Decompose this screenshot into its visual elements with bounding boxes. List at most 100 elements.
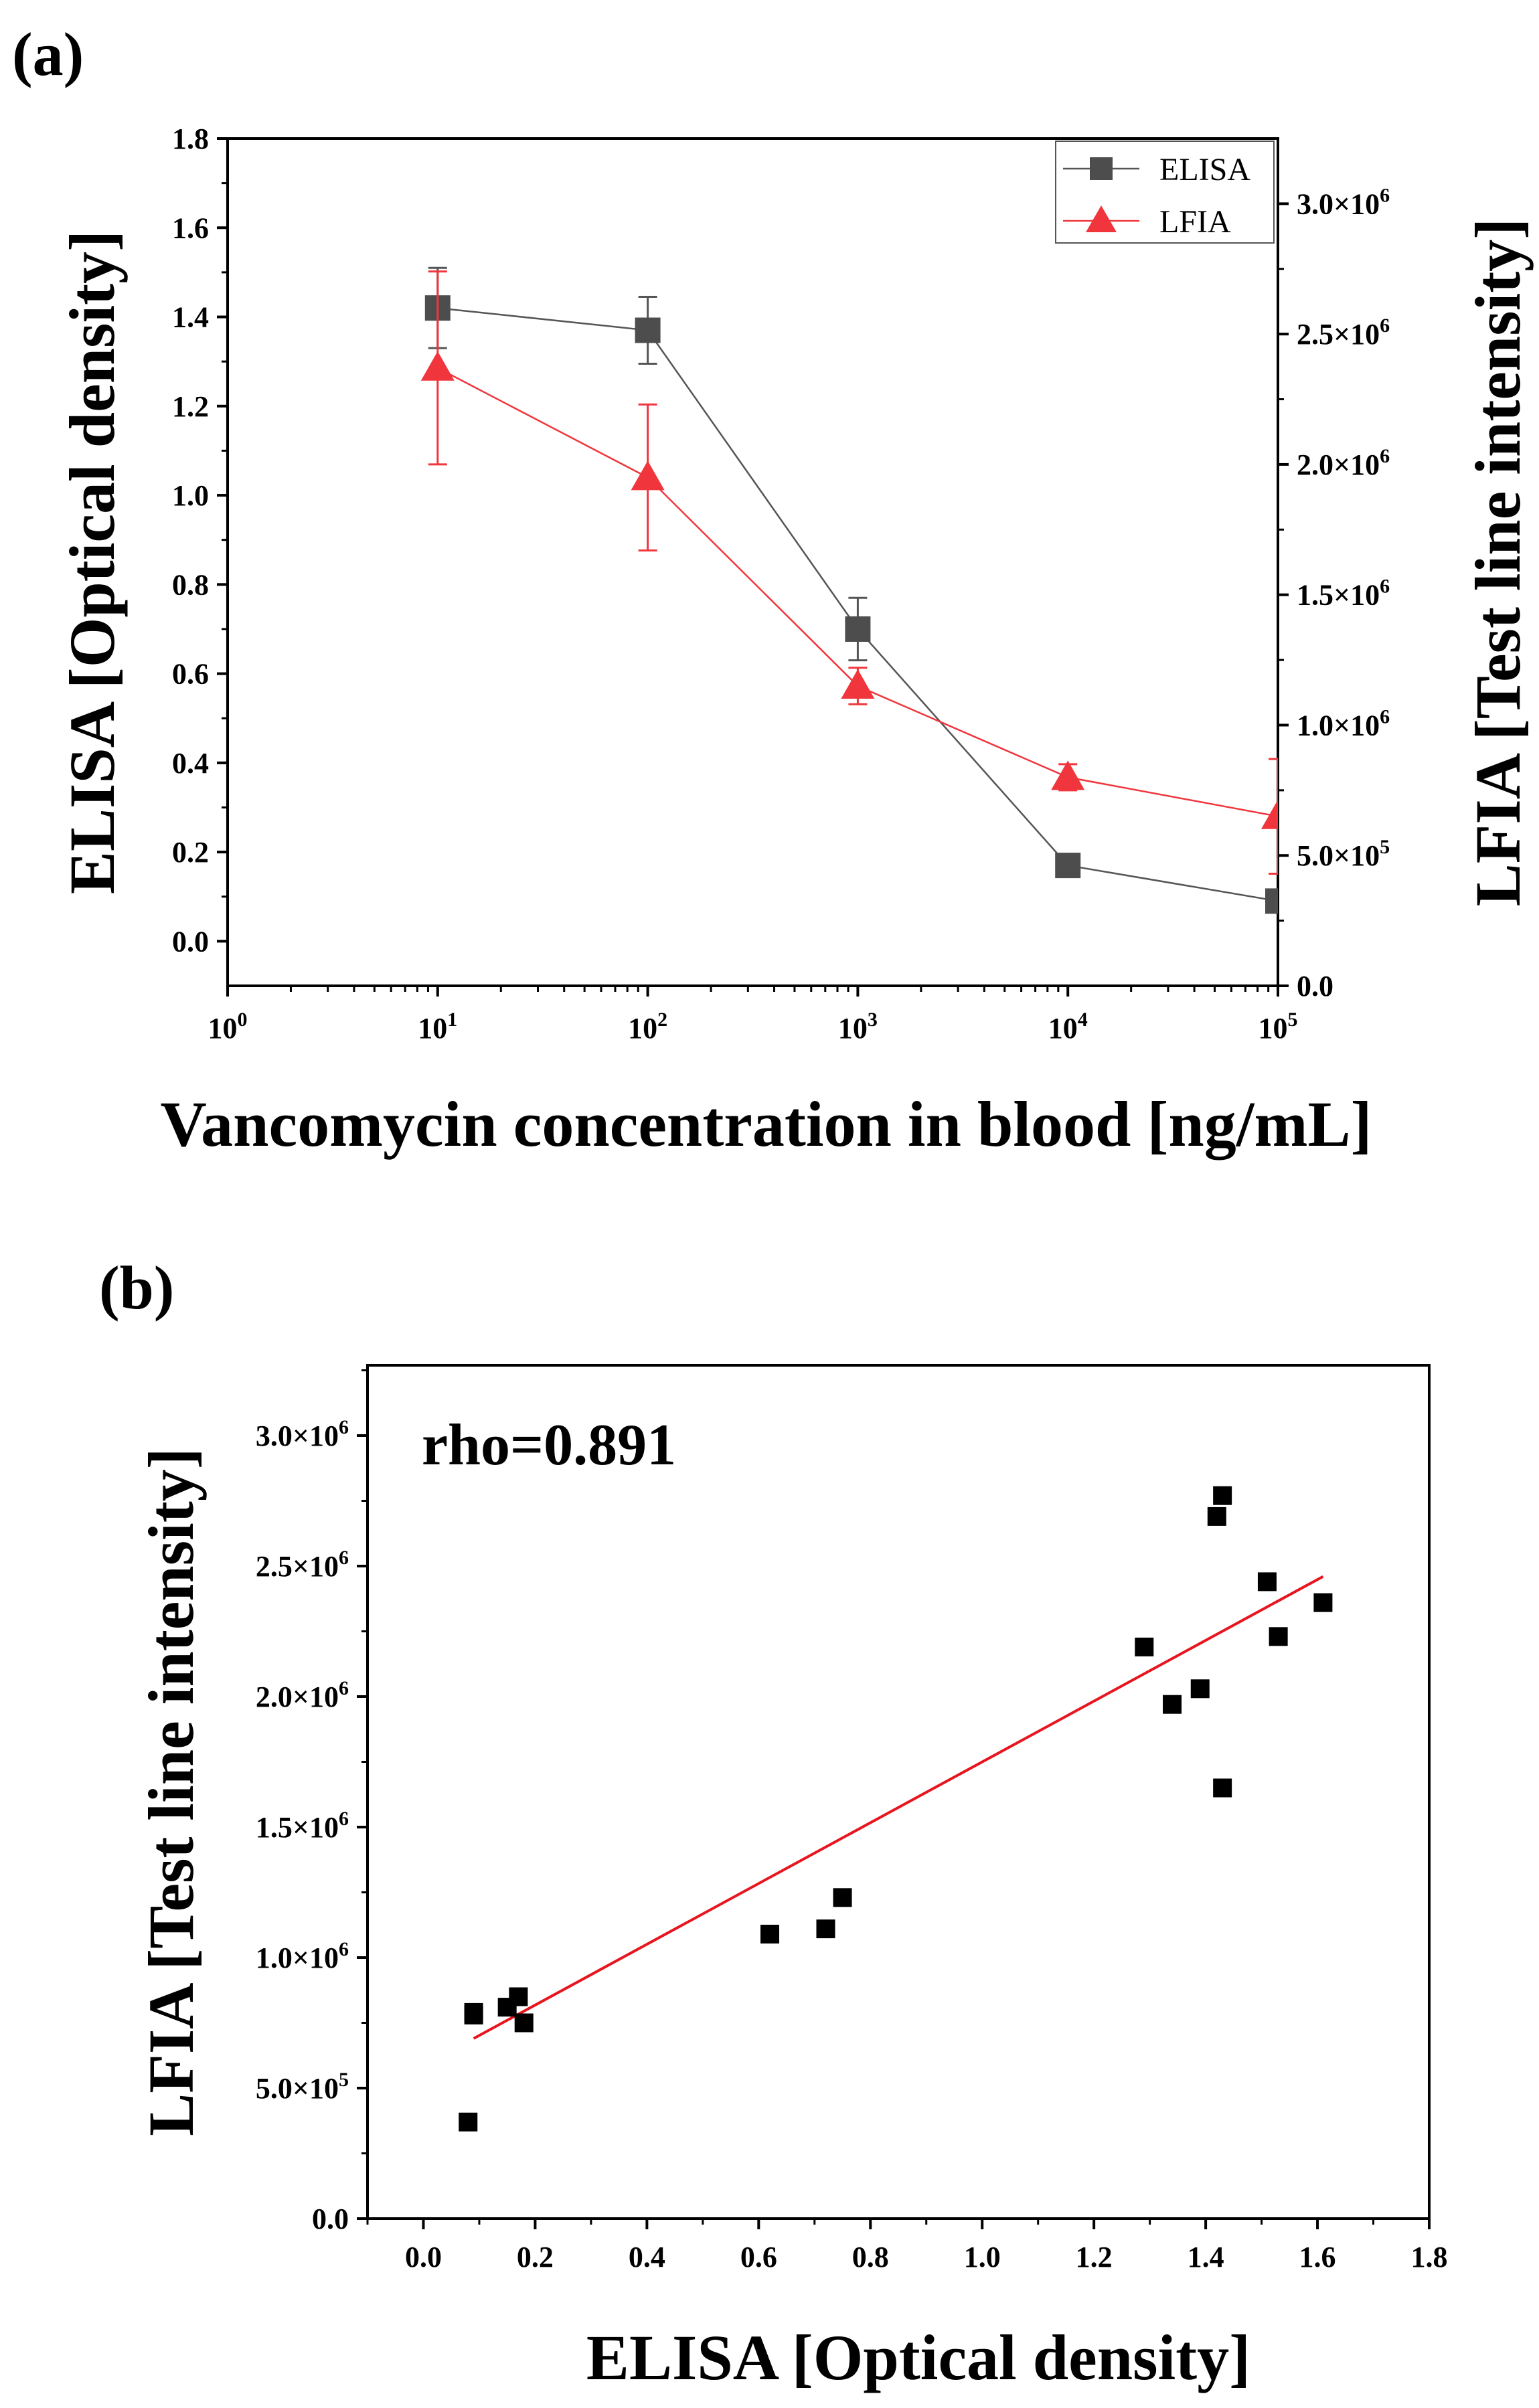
chart-a-y-left-tick-label: 0.8 — [172, 568, 209, 601]
chart-a-x-tick-label: 101 — [418, 1009, 457, 1045]
chart-a-series-lfia — [420, 270, 1278, 875]
chart-a-y-right-tick-label: 2.0×106 — [1297, 445, 1390, 481]
chart-a-y-right-tick-label-base: 1.0×10 — [1297, 709, 1380, 742]
chart-a-y-right-tick-label: 1.0×106 — [1297, 705, 1390, 742]
chart-b-scatter-point — [1313, 1593, 1333, 1612]
chart-b-y-tick-label: 1.5×106 — [256, 1808, 349, 1844]
chart-a-y-left-tick-label: 1.4 — [172, 301, 209, 334]
chart-a-x-tick-label: 105 — [1259, 1009, 1298, 1045]
chart-a-elisa-point — [635, 317, 661, 343]
chart-a-y-right-tick-label-exp: 5 — [1380, 836, 1390, 858]
chart-b-y-tick-label-base: 2.0×10 — [256, 1681, 339, 1713]
chart-a-y-right-tick-label-base: 3.0×10 — [1297, 187, 1380, 220]
chart-a-x-tick-label-exp: 0 — [238, 1009, 248, 1031]
chart-b-x-tick-label: 0.4 — [629, 2241, 665, 2273]
chart-a-x-tick-label-base: 10 — [1048, 1012, 1078, 1045]
chart-b-correlation-annotation: rho=0.891 — [422, 1413, 676, 1478]
chart-b-x-tick-label: 1.0 — [964, 2241, 1001, 2273]
chart-a-x-tick-label: 103 — [838, 1009, 878, 1045]
chart-a-y-left-tick-label: 1.0 — [172, 479, 209, 512]
chart-b-scatter-point — [1269, 1627, 1288, 1646]
chart-a-y-right-axis-title: LFIA [Test line intensity] — [1462, 218, 1534, 907]
chart-b-scatter-point — [816, 1919, 835, 1939]
chart-a-y-right-tick-label-base: 0.0 — [1297, 970, 1333, 1003]
chart-b-x-tick-label: 1.2 — [1076, 2241, 1113, 2273]
chart-b-x-tick-label: 0.8 — [852, 2241, 889, 2273]
chart-a-legend: ELISA LFIA — [1055, 141, 1275, 244]
chart-a-y-right-tick-label: 3.0×106 — [1297, 184, 1390, 220]
chart-b-y-tick-label-base: 0.0 — [312, 2203, 349, 2235]
chart-a-y-right-tick-label-base: 5.0×10 — [1297, 839, 1380, 872]
chart-a-lfia-point — [1261, 799, 1278, 829]
chart-b-scatter-point — [459, 2112, 478, 2132]
chart-a-y-right-tick-label: 5.0×105 — [1297, 836, 1390, 872]
chart-a-y-left-tick-label: 1.2 — [172, 390, 209, 423]
chart-b-y-axis-title: LFIA [Test line intensity] — [135, 1448, 207, 2136]
chart-b-x-axis-title: ELISA [Optical density] — [586, 2322, 1250, 2393]
chart-a-x-tick-label-base: 10 — [628, 1012, 657, 1045]
chart-a-x-tick-label-base: 10 — [418, 1012, 447, 1045]
panel-a-label: (a) — [12, 20, 84, 88]
chart-a-legend-label: LFIA — [1159, 204, 1231, 240]
chart-a-y-right-tick-label-exp: 6 — [1380, 184, 1390, 206]
chart-a-x-tick-label-exp: 3 — [868, 1009, 878, 1031]
chart-b-y-tick-label-exp: 6 — [339, 1416, 349, 1438]
chart-a-lfia-point — [631, 460, 665, 491]
chart-a-y-left-tick-label: 0.4 — [172, 747, 209, 780]
chart-a-x-tick-label-exp: 4 — [1078, 1009, 1088, 1031]
chart-a-y-right-tick-label-base: 2.5×10 — [1297, 318, 1380, 351]
chart-a-y-right-tick-label-exp: 6 — [1380, 445, 1390, 467]
chart-a-x-axis-title: Vancomycin concentration in blood [ng/mL… — [161, 1088, 1372, 1160]
chart-a-y-right-tick-label-base: 2.0×10 — [1297, 448, 1380, 481]
chart-b-y-tick-label: 1.0×106 — [256, 1938, 349, 1974]
chart-b-scatter-point — [1213, 1778, 1232, 1798]
chart-a-y-right-tick-label: 0.0 — [1297, 970, 1333, 1003]
chart-b-scatter-point — [1213, 1486, 1232, 1505]
chart-a-y-right-tick-label-exp: 6 — [1380, 576, 1390, 598]
chart-b-y-tick-label: 2.5×106 — [256, 1547, 349, 1583]
chart-a-elisa-point — [1265, 888, 1278, 914]
chart-b-scatter-point — [464, 2005, 483, 2025]
chart-a-x-tick-label-base: 10 — [838, 1012, 868, 1045]
chart-b-y-tick-label: 3.0×106 — [256, 1416, 349, 1452]
panel-b-label: (b) — [99, 1254, 174, 1322]
chart-a-elisa-point — [1055, 853, 1081, 879]
chart-b-scatter-point — [509, 1987, 528, 2006]
chart-b-scatter-point — [1257, 1572, 1277, 1592]
chart-a-lfia-point — [420, 351, 455, 381]
chart-a-series-elisa — [424, 266, 1278, 914]
chart-a-y-right-tick-label: 1.5×106 — [1297, 576, 1390, 612]
chart-b: 0.0 0.2 0.4 0.6 0.8 1.0 1.2 1.4 1.6 1.8 0.0 5.0×105… — [135, 1364, 1448, 2393]
chart-b-x-tick-label: 1.4 — [1188, 2241, 1224, 2273]
chart-b-y-tick-label-exp: 6 — [339, 1547, 349, 1569]
chart-a-lfia-point — [1051, 760, 1085, 790]
chart-b-y-tick-label-exp: 6 — [339, 1808, 349, 1830]
chart-a-x-tick-label: 104 — [1048, 1009, 1088, 1045]
chart-b-y-tick-label-base: 1.0×10 — [256, 1942, 339, 1974]
chart-a-y-right-tick-label: 2.5×106 — [1297, 315, 1390, 351]
chart-a: 100 101 102 103 104 1050.00.20.40.60.81.01.21… — [56, 122, 1534, 1160]
chart-b-y-tick-label: 5.0×105 — [256, 2069, 349, 2105]
chart-b-scatter-point — [1135, 1637, 1154, 1656]
chart-b-y-tick-label: 0.0 — [312, 2203, 349, 2235]
chart-a-x-tick-label-base: 10 — [1259, 1012, 1288, 1045]
chart-a-y-left-tick-label: 0.2 — [172, 836, 209, 869]
chart-b-scatter-point — [1207, 1507, 1226, 1526]
chart-a-x-tick-label-exp: 5 — [1288, 1009, 1298, 1031]
chart-b-frame — [366, 1364, 1431, 2220]
chart-b-fit-line — [473, 1575, 1324, 2040]
chart-b-x-tick-label: 1.6 — [1299, 2241, 1336, 2273]
chart-a-y-left-tick-label: 0.0 — [172, 925, 209, 958]
chart-a-elisa-point — [845, 616, 871, 642]
chart-b-scatter-point — [1190, 1679, 1210, 1699]
chart-a-y-right-tick-label-base: 1.5×10 — [1297, 579, 1380, 612]
chart-a-y-right-tick-label-exp: 6 — [1380, 315, 1390, 337]
chart-a-x-tick-label-exp: 1 — [447, 1009, 457, 1031]
chart-a-plot-area — [420, 266, 1278, 914]
chart-b-y-tick-label-base: 3.0×10 — [256, 1420, 339, 1452]
chart-a-y-left-axis-title: ELISA [Optical density] — [56, 230, 128, 894]
chart-b-scatter-point — [833, 1888, 852, 1907]
chart-a-x-tick-label-exp: 2 — [657, 1009, 667, 1031]
